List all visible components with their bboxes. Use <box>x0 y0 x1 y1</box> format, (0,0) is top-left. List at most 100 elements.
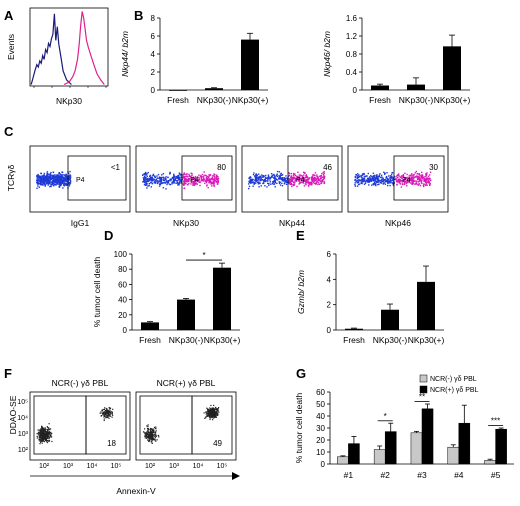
flow-dot <box>193 184 195 186</box>
flow-dot <box>55 181 57 184</box>
flow-dot <box>380 179 382 182</box>
category-label: NKp30(+) <box>204 335 241 345</box>
annexin-dot <box>151 435 153 437</box>
flow-dot <box>384 181 386 183</box>
flow-dot <box>198 181 200 183</box>
annexin-dot <box>107 409 109 411</box>
annexin-dot <box>210 409 212 411</box>
flow-frame <box>241 145 343 213</box>
flow-dot <box>314 177 316 179</box>
flow-dot <box>36 179 38 182</box>
flow-frame <box>135 145 237 213</box>
annexin-dot <box>146 434 148 436</box>
gate-percent: 80 <box>217 163 226 172</box>
flow-dot <box>179 177 181 179</box>
flow-dot <box>47 182 49 184</box>
flow-dot <box>205 181 208 184</box>
flow-dot <box>150 186 152 188</box>
flow-dot <box>322 176 324 178</box>
flow-dot <box>165 179 167 181</box>
flow-dot <box>59 177 61 179</box>
annexin-dot <box>147 428 150 430</box>
flow-dot <box>145 180 148 182</box>
flow-dot <box>63 183 65 185</box>
bar-#4-1 <box>458 422 471 465</box>
flow-dot <box>167 176 169 179</box>
flow-dot <box>311 183 313 185</box>
flow-dot <box>315 183 317 185</box>
flow-dot <box>403 176 406 179</box>
flow-dot <box>427 177 430 180</box>
flow-dot <box>206 178 208 180</box>
flow-dot <box>288 180 290 182</box>
flow-dot <box>56 176 59 178</box>
flow-dot <box>291 179 293 181</box>
flow-dot <box>285 181 288 183</box>
flow-dot <box>169 180 171 182</box>
flow-dot <box>150 179 153 181</box>
flow-dot <box>362 177 364 180</box>
bar-NKp30(+) <box>417 281 435 330</box>
flow-dot <box>248 187 250 190</box>
flow-dot <box>358 183 361 185</box>
flow-dot <box>184 173 186 176</box>
annexin-xtick: 10³ <box>63 463 74 470</box>
flow-dot <box>172 182 174 184</box>
annexin-dot <box>42 431 44 434</box>
flow-dot <box>305 174 308 176</box>
flow-dot <box>369 176 371 178</box>
annexin-dot <box>209 411 211 413</box>
flow-dot <box>45 178 47 180</box>
flow-dot <box>288 174 290 177</box>
flow-dot <box>366 181 368 183</box>
flow-dot <box>142 174 144 177</box>
annexin-dot <box>42 437 44 439</box>
flow-dot <box>416 175 418 177</box>
annexin-dot <box>147 433 149 435</box>
flow-dot <box>213 178 215 181</box>
flow-dot <box>60 175 62 177</box>
flow-dot <box>424 178 427 180</box>
annexin-dot <box>157 435 159 437</box>
flow-dot <box>414 172 416 174</box>
flow-dot <box>202 176 204 178</box>
annexin-dot <box>103 414 105 416</box>
flow-dot <box>363 174 365 176</box>
flow-dot <box>396 183 398 186</box>
flow-dot <box>158 181 160 183</box>
flow-dot <box>214 177 216 179</box>
panel-label-b: B <box>134 8 143 23</box>
flow-dot <box>149 176 152 179</box>
flow-dot <box>57 178 59 180</box>
flow-dot <box>390 181 392 183</box>
flow-dot <box>361 182 363 185</box>
flow-dot <box>151 183 153 185</box>
flow-dot <box>252 181 255 183</box>
annexin-dot <box>205 413 207 415</box>
annexin-dot <box>107 416 109 419</box>
annexin-dot <box>103 416 105 418</box>
flow-dot <box>255 175 257 177</box>
annexin-dot <box>99 412 101 414</box>
annexin-dot <box>38 437 40 439</box>
flow-dot <box>290 182 292 185</box>
bar-Fresh <box>371 85 389 90</box>
flow-dot <box>58 175 60 177</box>
flow-dot <box>173 175 175 177</box>
annexin-dot <box>109 407 112 410</box>
annexin-dot <box>206 407 208 409</box>
annexin-dot <box>205 412 207 414</box>
flow-dot <box>297 176 300 178</box>
annexin-dot <box>42 429 44 431</box>
flow-dot <box>207 187 209 189</box>
annexin-dot <box>206 410 208 413</box>
flow-dot <box>366 175 368 177</box>
flow-dot <box>194 178 197 180</box>
flow-dot <box>319 177 322 180</box>
flow-dot <box>152 173 155 176</box>
flow-dot <box>296 176 299 179</box>
flow-dot <box>155 179 157 181</box>
annexin-dot <box>153 430 155 432</box>
flow-dot <box>42 179 45 182</box>
flow-dot <box>275 178 277 180</box>
